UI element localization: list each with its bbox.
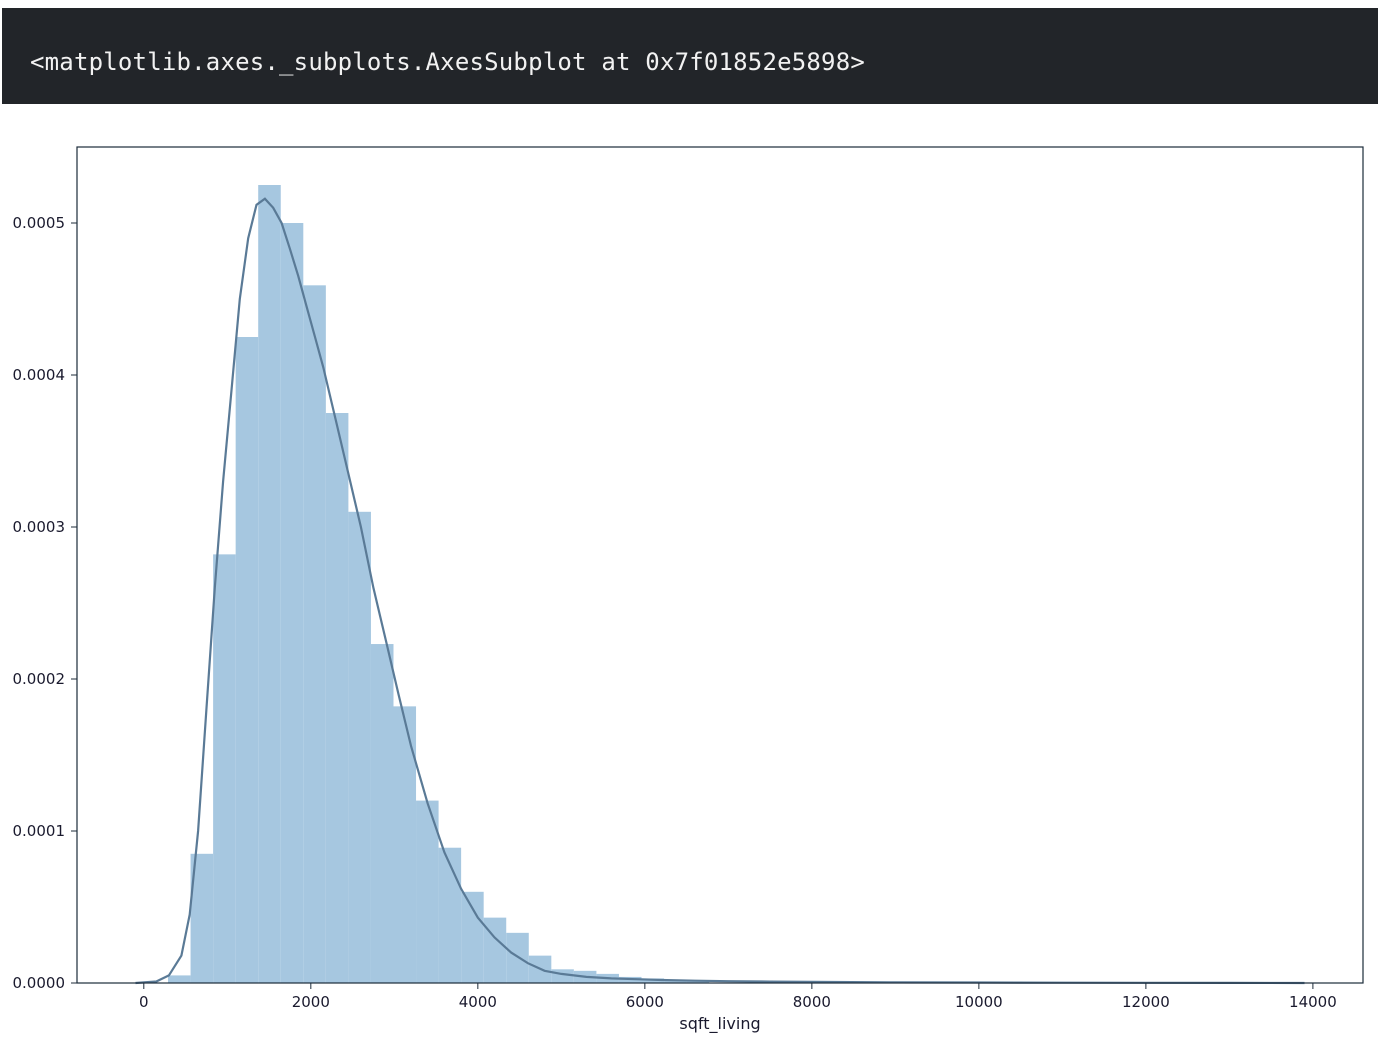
x-axis-ticks: 0 2000 4000 6000 8000 10000 12000 14000 xyxy=(139,983,1337,1011)
histogram-bar xyxy=(506,932,529,983)
histogram-bar xyxy=(461,891,484,983)
histogram-bar xyxy=(393,706,417,983)
histogram-bar xyxy=(213,554,236,983)
x-tick-label: 0 xyxy=(139,993,149,1011)
histogram-bar xyxy=(438,847,462,983)
histogram-bar xyxy=(168,975,191,983)
y-axis-ticks: 0.0000 0.0001 0.0002 0.0003 0.0004 0.0005 xyxy=(13,214,77,992)
cell-output-area: <matplotlib.axes._subplots.AxesSubplot a… xyxy=(2,8,1378,104)
histogram-bar xyxy=(325,413,349,983)
kde-line xyxy=(135,197,1305,985)
y-tick-label: 0.0001 xyxy=(13,822,66,840)
histogram-bar xyxy=(551,969,574,983)
histogram-bar xyxy=(483,917,507,983)
x-tick-label: 6000 xyxy=(626,993,664,1011)
histogram-bar xyxy=(686,980,710,983)
histogram-bar xyxy=(370,644,394,983)
histogram-bar xyxy=(416,800,439,983)
histogram-bar xyxy=(348,511,371,983)
y-tick-label: 0.0002 xyxy=(13,670,66,688)
x-tick-label: 8000 xyxy=(793,993,831,1011)
axes-repr-text: <matplotlib.axes._subplots.AxesSubplot a… xyxy=(30,48,866,76)
x-axis-label: sqft_living xyxy=(679,1014,760,1034)
histogram-bars xyxy=(168,185,710,983)
y-tick-label: 0.0000 xyxy=(13,974,66,992)
top-margin xyxy=(0,0,1400,8)
histogram-bar xyxy=(664,979,687,983)
x-tick-label: 2000 xyxy=(292,993,330,1011)
histogram-bar xyxy=(235,337,259,983)
y-tick-label: 0.0005 xyxy=(13,214,66,232)
x-tick-label: 12000 xyxy=(1122,993,1170,1011)
x-tick-label: 4000 xyxy=(459,993,497,1011)
x-tick-label: 14000 xyxy=(1289,993,1337,1011)
histogram-chart: 0 2000 4000 6000 8000 10000 12000 14000 0.00000… xyxy=(13,146,1364,1034)
histogram-bar xyxy=(258,185,281,983)
histogram-bar xyxy=(280,223,304,983)
histogram-bar xyxy=(303,285,326,983)
x-tick-label: 10000 xyxy=(955,993,1003,1011)
y-tick-label: 0.0003 xyxy=(13,518,66,536)
histogram-bar xyxy=(190,853,214,983)
y-tick-label: 0.0004 xyxy=(13,366,66,384)
axes-frame xyxy=(76,146,1364,984)
